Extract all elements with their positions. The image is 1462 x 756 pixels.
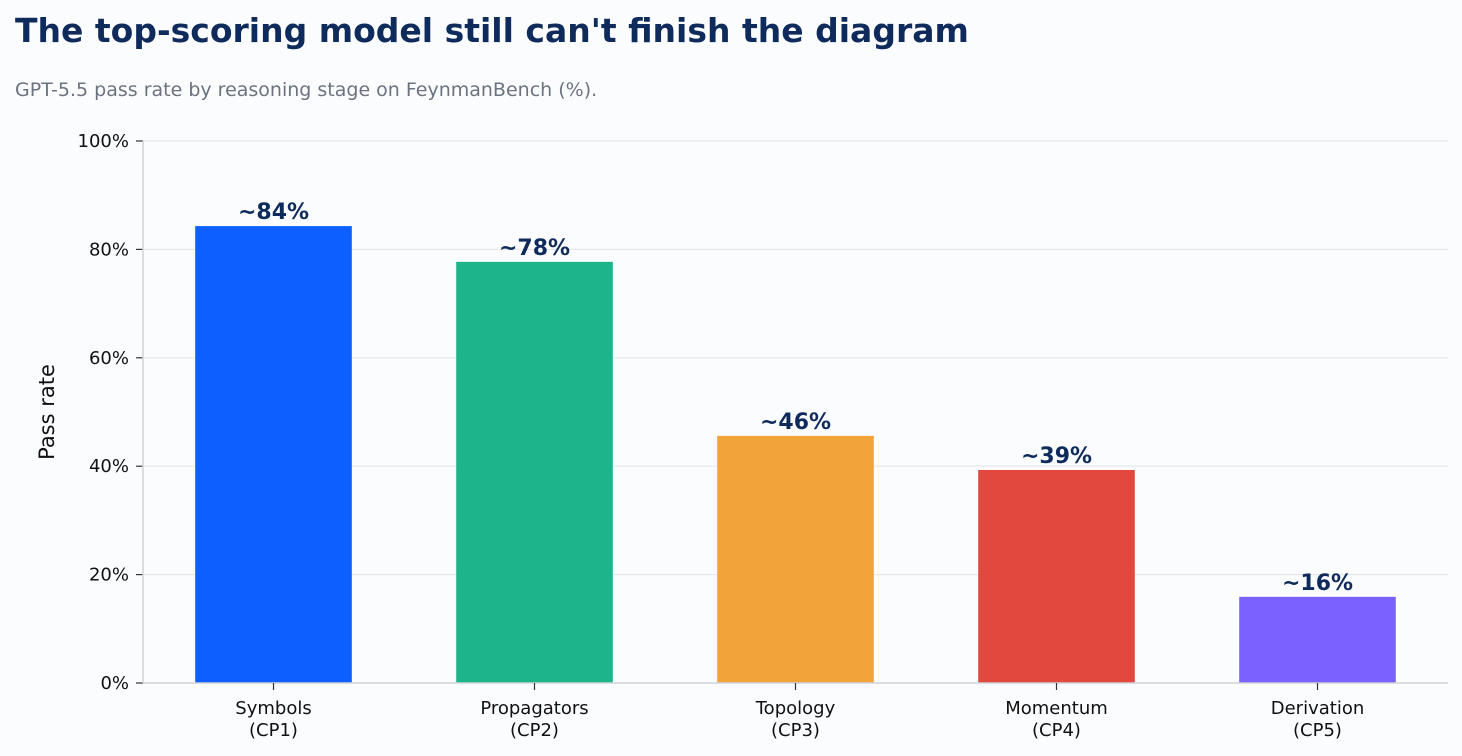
bar-value-label: ~84%	[238, 200, 309, 225]
bar-value-label: ~78%	[499, 236, 570, 261]
gridlines	[143, 140, 1448, 576]
bar	[195, 226, 352, 683]
x-tick-label: Momentum	[1005, 698, 1108, 719]
bar	[717, 435, 874, 683]
y-tick-label: 40%	[89, 456, 129, 477]
x-tick-label: Topology	[755, 698, 836, 719]
bar	[978, 469, 1135, 683]
bar	[1239, 596, 1396, 683]
bars	[195, 226, 1396, 683]
x-tick-label: (CP5)	[1293, 720, 1342, 741]
x-tick-label: (CP4)	[1032, 720, 1081, 741]
x-tick-label: Derivation	[1271, 698, 1365, 719]
bar-value-label: ~16%	[1282, 571, 1353, 596]
x-tick-label: (CP2)	[510, 720, 559, 741]
x-tick-label: Propagators	[480, 698, 588, 719]
bar-value-label: ~46%	[760, 410, 831, 435]
x-tick-label: (CP1)	[249, 720, 298, 741]
y-tick-label: 60%	[89, 348, 129, 369]
chart-subtitle: GPT-5.5 pass rate by reasoning stage on …	[15, 79, 597, 101]
y-tick-label: 20%	[89, 565, 129, 586]
labels: 0% 20% 40% 60% 80% 100% ~84% Symbols(CP1) ~78% Pr…	[78, 131, 1365, 741]
axes	[136, 140, 1448, 690]
chart-title: The top-scoring model still can't finish…	[15, 11, 969, 50]
y-axis-label: Pass rate	[35, 364, 59, 460]
x-tick-label: (CP3)	[771, 720, 820, 741]
bar	[456, 261, 613, 683]
y-tick-label: 80%	[89, 239, 129, 260]
bar-value-label: ~39%	[1021, 444, 1092, 469]
y-tick-label: 0%	[100, 673, 129, 694]
y-tick-label: 100%	[78, 131, 129, 152]
x-tick-label: Symbols	[235, 698, 311, 719]
